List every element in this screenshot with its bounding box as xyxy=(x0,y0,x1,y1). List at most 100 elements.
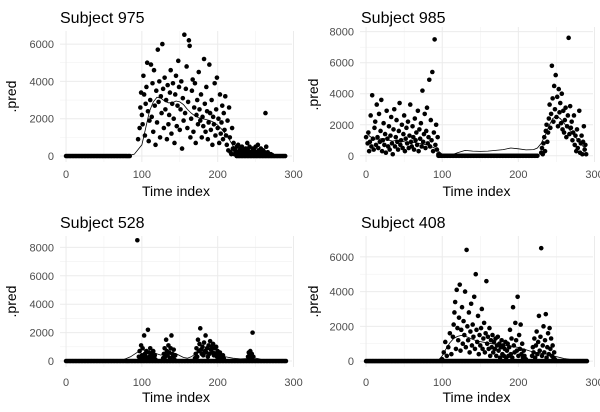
data-point xyxy=(482,350,488,355)
data-point xyxy=(208,127,214,133)
x-tick-label: 0 xyxy=(63,169,69,181)
y-tick-label: 0 xyxy=(48,356,54,368)
data-point xyxy=(505,341,511,347)
data-point xyxy=(141,92,147,97)
x-tick-label: 100 xyxy=(433,169,451,181)
data-point xyxy=(244,140,250,146)
data-point xyxy=(467,350,472,355)
data-point xyxy=(147,97,153,103)
data-point xyxy=(571,113,577,118)
data-point xyxy=(379,148,385,154)
data-point xyxy=(558,120,564,126)
y-axis-label: .pred xyxy=(3,286,19,318)
data-point xyxy=(469,343,475,348)
data-point xyxy=(153,357,158,362)
data-point xyxy=(182,110,188,116)
data-point xyxy=(504,348,510,353)
data-point xyxy=(161,125,167,131)
data-point xyxy=(205,136,211,142)
data-point xyxy=(435,134,440,140)
data-point xyxy=(405,119,411,124)
y-axis-label: .pred xyxy=(305,79,321,111)
x-axis-label: Time index xyxy=(443,183,511,199)
data-point xyxy=(250,330,255,335)
data-point xyxy=(219,120,224,125)
data-point xyxy=(144,60,150,66)
data-point xyxy=(407,102,413,107)
data-point xyxy=(567,103,573,109)
data-point xyxy=(216,116,221,122)
data-point xyxy=(216,140,222,146)
data-point xyxy=(207,110,213,116)
data-point xyxy=(169,131,174,136)
data-point xyxy=(195,337,201,343)
data-point xyxy=(459,304,465,310)
data-point xyxy=(542,148,548,154)
data-point xyxy=(583,151,589,157)
data-point xyxy=(395,147,401,152)
data-point xyxy=(570,137,575,143)
panel-title: Subject 985 xyxy=(361,10,446,27)
data-point xyxy=(163,107,168,112)
data-point xyxy=(369,92,375,98)
x-tick-label: 0 xyxy=(363,377,369,389)
y-tick-label: 6000 xyxy=(330,58,354,70)
data-point xyxy=(184,64,189,69)
y-tick-label: 4000 xyxy=(330,287,354,299)
data-point xyxy=(508,351,514,357)
data-point xyxy=(193,140,199,146)
data-point xyxy=(509,355,515,360)
data-point xyxy=(179,146,185,151)
data-point xyxy=(182,32,187,38)
data-point xyxy=(390,151,396,157)
data-point xyxy=(468,329,473,334)
data-point xyxy=(171,116,177,122)
data-point xyxy=(210,341,216,347)
data-point xyxy=(518,322,523,327)
data-point xyxy=(263,144,269,149)
data-point xyxy=(183,86,189,92)
data-point xyxy=(140,122,145,127)
data-point xyxy=(414,130,419,135)
data-point xyxy=(164,136,170,142)
data-point xyxy=(210,114,216,120)
data-point xyxy=(209,97,214,103)
data-point xyxy=(197,118,203,123)
x-tick-label: 0 xyxy=(63,377,69,389)
y-tick-label: 4000 xyxy=(30,299,54,311)
data-point xyxy=(375,145,381,151)
data-point xyxy=(538,245,544,251)
data-point xyxy=(166,122,171,127)
data-point xyxy=(513,320,518,326)
data-point xyxy=(217,92,223,97)
data-point xyxy=(160,41,165,47)
data-point xyxy=(516,332,522,338)
data-point xyxy=(201,56,207,62)
data-point xyxy=(172,140,177,146)
data-point xyxy=(471,334,476,340)
data-point xyxy=(389,141,395,146)
data-point xyxy=(221,110,227,116)
data-point xyxy=(391,127,396,132)
data-point xyxy=(465,337,471,343)
data-point xyxy=(188,116,194,122)
data-point xyxy=(478,343,483,348)
data-point xyxy=(375,134,380,140)
data-point xyxy=(200,123,206,129)
data-point xyxy=(388,114,394,120)
data-point xyxy=(463,344,469,350)
data-point xyxy=(372,125,377,131)
data-point xyxy=(213,133,218,138)
data-point xyxy=(533,343,539,348)
data-point xyxy=(204,84,209,90)
data-point xyxy=(550,343,555,348)
x-axis-label: Time index xyxy=(142,389,210,405)
data-point xyxy=(429,137,434,143)
data-point xyxy=(497,355,503,360)
data-point xyxy=(397,100,402,106)
data-point xyxy=(379,97,384,103)
y-tick-label: 4000 xyxy=(330,89,354,101)
data-point xyxy=(480,346,485,352)
data-point xyxy=(433,122,439,128)
data-point xyxy=(551,350,557,355)
